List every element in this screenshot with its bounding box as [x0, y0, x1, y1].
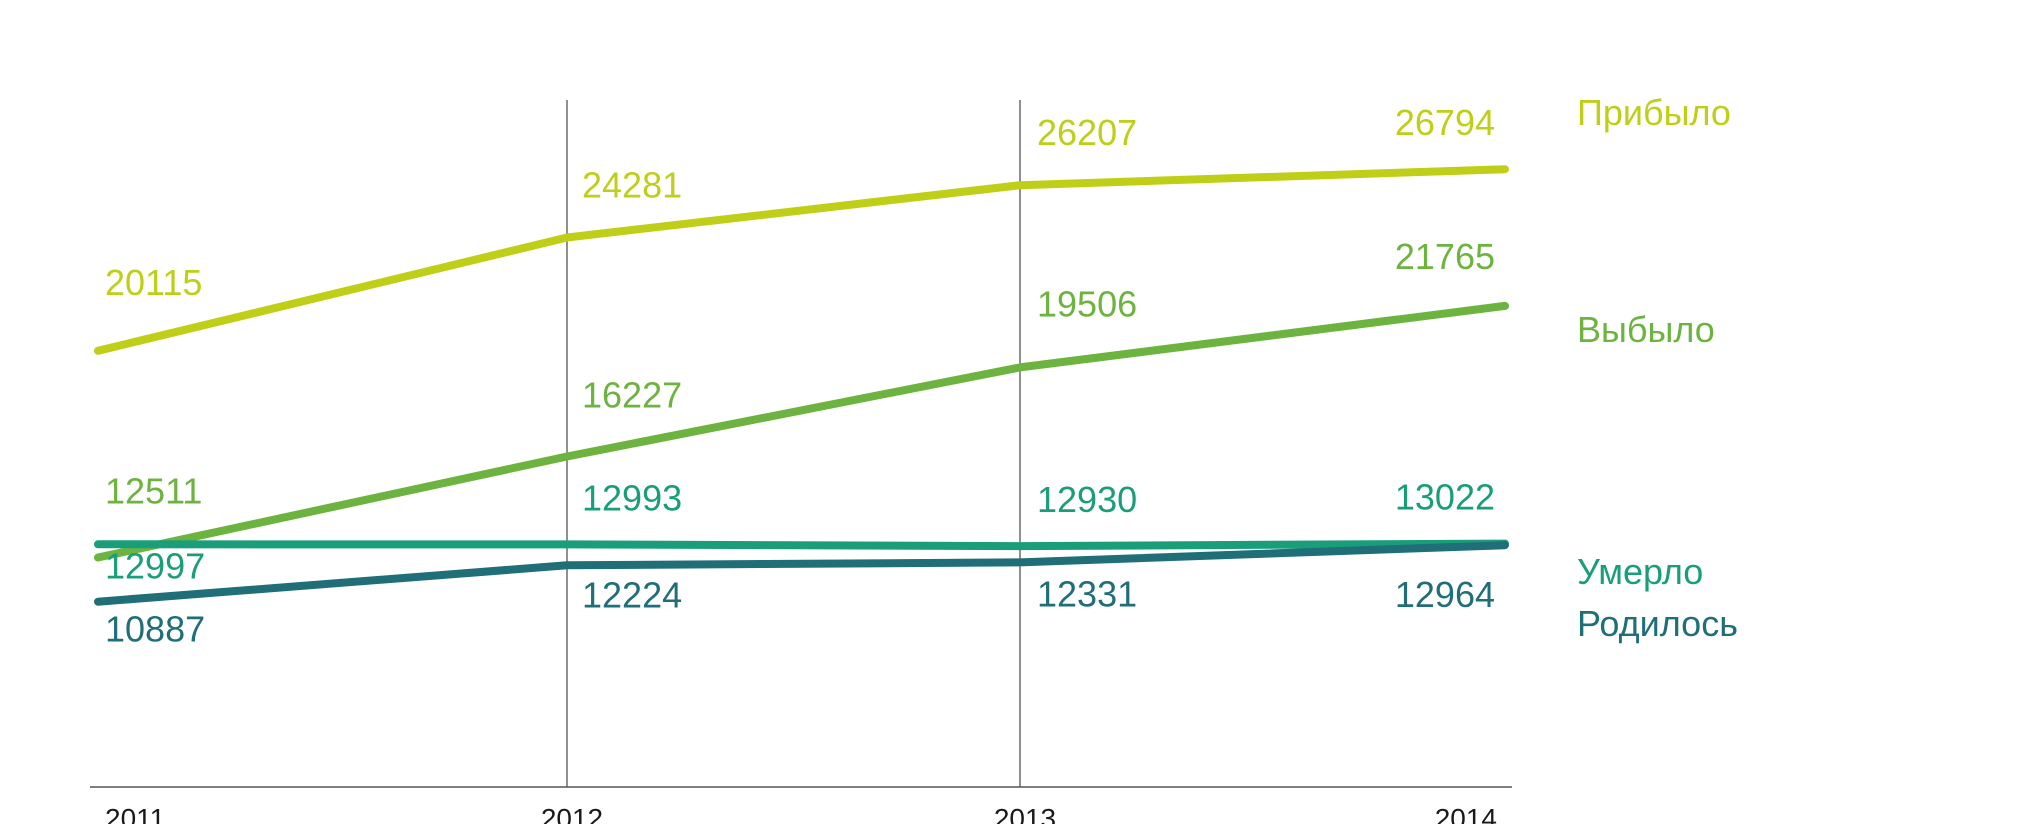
data-label: 13022	[1395, 477, 1495, 518]
legend-entry: Прибыло	[1577, 92, 1731, 133]
data-label: 12993	[582, 477, 682, 518]
series-line-4	[94, 541, 1509, 606]
data-label: 26207	[1037, 112, 1137, 153]
data-label: 12930	[1037, 479, 1137, 520]
data-label: 21765	[1395, 236, 1495, 277]
data-label: 12511	[105, 471, 202, 512]
x-tick-label: 2013	[994, 803, 1056, 824]
data-label: 12331	[1037, 573, 1137, 614]
series-line-3	[94, 539, 1509, 551]
data-label: 24281	[582, 165, 682, 206]
x-tick-label: 2011	[105, 803, 165, 824]
data-label: 12997	[105, 545, 205, 586]
data-label: 16227	[582, 375, 682, 416]
data-label: 20115	[105, 262, 202, 303]
legend-entry: Родилось	[1577, 603, 1738, 644]
x-tick-label: 2014	[1435, 803, 1497, 824]
series-line-2	[94, 301, 1509, 562]
x-tick-label: 2012	[541, 803, 603, 824]
data-label: 10887	[105, 609, 205, 650]
data-label: 26794	[1395, 102, 1495, 143]
legend-entry: Умерло	[1577, 551, 1703, 592]
series-line-1	[94, 165, 1509, 355]
data-label: 12964	[1395, 574, 1495, 615]
data-label: 12224	[582, 574, 682, 615]
data-label: 19506	[1037, 283, 1137, 324]
legend-entry: Выбыло	[1577, 309, 1715, 350]
